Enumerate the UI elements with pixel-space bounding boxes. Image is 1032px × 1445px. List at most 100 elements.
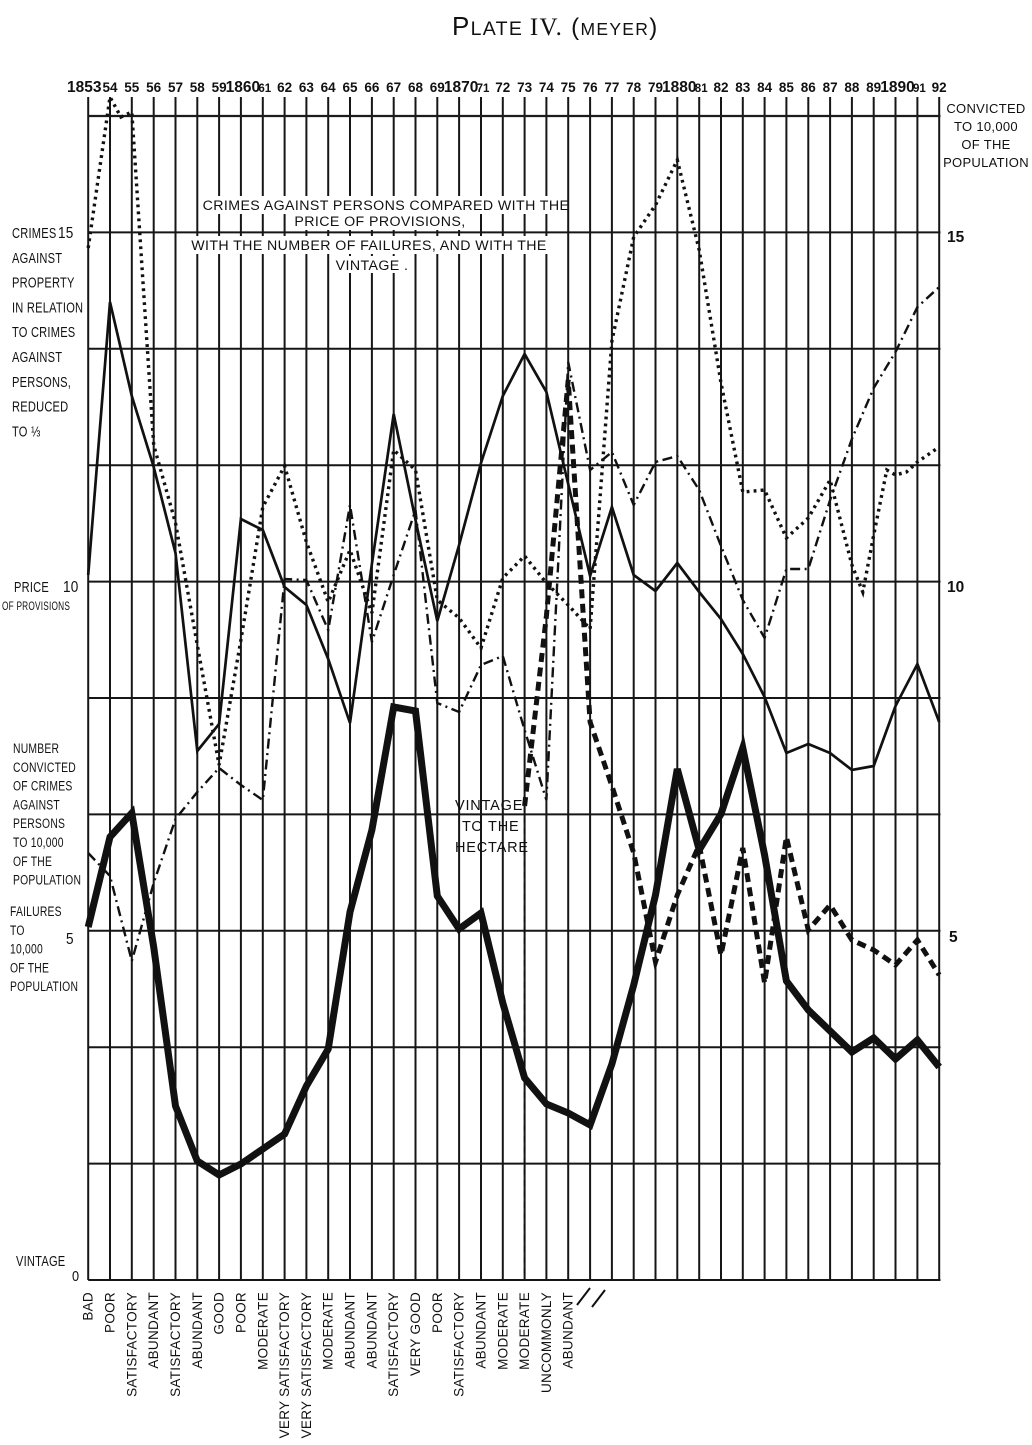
svg-text:64: 64 [321, 80, 337, 95]
svg-text:1890: 1890 [880, 79, 914, 96]
svg-text:PLATE IV. (MEYER): PLATE IV. (MEYER) [452, 11, 659, 41]
svg-text:PROPERTY: PROPERTY [12, 274, 75, 291]
svg-text:CRIMES AGAINST PERSONS COMPARE: CRIMES AGAINST PERSONS COMPARED WITH THE [203, 198, 570, 214]
svg-text:1853: 1853 [67, 79, 102, 96]
svg-text:MODERATE: MODERATE [495, 1292, 510, 1370]
svg-text:MODERATE: MODERATE [321, 1292, 336, 1370]
svg-text:PERSONS: PERSONS [13, 816, 65, 832]
svg-text:81: 81 [695, 83, 708, 95]
svg-text:OF THE: OF THE [10, 960, 49, 976]
svg-text:79: 79 [648, 80, 663, 95]
svg-text:0: 0 [72, 1267, 79, 1284]
svg-text:63: 63 [299, 80, 315, 95]
svg-text:AGAINST: AGAINST [12, 348, 62, 365]
svg-text:69: 69 [430, 80, 445, 95]
svg-text:61: 61 [258, 83, 271, 95]
svg-text:PRICE OF PROVISIONS,: PRICE OF PROVISIONS, [294, 214, 465, 230]
svg-text:73: 73 [517, 80, 533, 95]
svg-text:1880: 1880 [662, 79, 696, 96]
svg-text:OF CRIMES: OF CRIMES [13, 778, 72, 794]
svg-text:NUMBER: NUMBER [13, 740, 59, 756]
svg-text:POPULATION: POPULATION [13, 872, 81, 888]
svg-text:82: 82 [713, 80, 728, 95]
svg-text:POOR: POOR [103, 1292, 118, 1333]
svg-text:TO: TO [10, 922, 25, 938]
svg-text:TO 10,000: TO 10,000 [13, 834, 64, 850]
svg-text:67: 67 [386, 80, 401, 95]
svg-text:UNCOMMONLY: UNCOMMONLY [539, 1292, 554, 1393]
svg-text:71: 71 [477, 83, 490, 95]
svg-text:VINTAGE: VINTAGE [455, 798, 523, 814]
svg-text:1870: 1870 [444, 79, 478, 96]
svg-text:BAD: BAD [81, 1292, 96, 1321]
svg-text:89: 89 [866, 80, 881, 95]
svg-text:5: 5 [949, 929, 958, 946]
svg-text:MODERATE: MODERATE [517, 1292, 532, 1370]
svg-text:OF THE: OF THE [961, 137, 1010, 152]
svg-text:VERY SATISFACTORY: VERY SATISFACTORY [299, 1292, 314, 1438]
svg-text:AGAINST: AGAINST [13, 797, 60, 813]
svg-text:66: 66 [364, 80, 380, 95]
svg-text:ABUNDANT: ABUNDANT [343, 1292, 358, 1369]
svg-text:ABUNDANT: ABUNDANT [474, 1292, 489, 1369]
svg-text:SATISFACTORY: SATISFACTORY [386, 1292, 401, 1397]
svg-text:OF THE: OF THE [13, 853, 52, 869]
svg-text:SATISFACTORY: SATISFACTORY [168, 1292, 183, 1397]
svg-text:CONVICTED: CONVICTED [13, 759, 76, 775]
svg-text:TO 10,000: TO 10,000 [954, 119, 1018, 134]
svg-text:WITH THE NUMBER OF FAILURES, A: WITH THE NUMBER OF FAILURES, AND WITH TH… [191, 238, 547, 254]
svg-text:POPULATION: POPULATION [943, 155, 1029, 170]
svg-text:POOR: POOR [430, 1292, 445, 1333]
svg-text:PERSONS,: PERSONS, [12, 373, 71, 390]
svg-text:TO CRIMES: TO CRIMES [12, 324, 75, 341]
svg-text:TO ⅓: TO ⅓ [12, 423, 40, 440]
svg-text:62: 62 [277, 80, 292, 95]
svg-text:75: 75 [561, 80, 577, 95]
svg-text:VINTAGE .: VINTAGE . [336, 258, 409, 274]
svg-text:78: 78 [626, 80, 642, 95]
svg-text:65: 65 [342, 80, 358, 95]
svg-text:ABUNDANT: ABUNDANT [146, 1292, 161, 1369]
svg-text:AGAINST: AGAINST [12, 249, 62, 266]
svg-text:55: 55 [124, 80, 140, 95]
svg-text:54: 54 [102, 80, 118, 95]
svg-text:HECTARE: HECTARE [455, 840, 529, 856]
svg-text:VINTAGE: VINTAGE [16, 1252, 65, 1269]
svg-text:68: 68 [408, 80, 424, 95]
svg-text:83: 83 [735, 80, 751, 95]
svg-text:58: 58 [190, 80, 206, 95]
svg-text:VERY SATISFACTORY: VERY SATISFACTORY [277, 1292, 292, 1438]
svg-text:76: 76 [583, 80, 599, 95]
svg-text:74: 74 [539, 80, 555, 95]
svg-text:ABUNDANT: ABUNDANT [364, 1292, 379, 1369]
svg-text:MODERATE: MODERATE [255, 1292, 270, 1370]
svg-text:POOR: POOR [233, 1292, 248, 1333]
svg-text:1860: 1860 [226, 79, 260, 96]
svg-text:72: 72 [495, 80, 510, 95]
svg-text:POPULATION: POPULATION [10, 979, 78, 995]
svg-text:5: 5 [66, 931, 74, 948]
svg-text:88: 88 [844, 80, 860, 95]
svg-text:10: 10 [63, 579, 79, 596]
svg-text:CRIMES: CRIMES [12, 224, 56, 241]
svg-text:GOOD: GOOD [212, 1292, 227, 1334]
svg-text:56: 56 [146, 80, 162, 95]
svg-text:IN RELATION: IN RELATION [12, 299, 83, 316]
svg-text:86: 86 [801, 80, 817, 95]
svg-text:ABUNDANT: ABUNDANT [190, 1292, 205, 1369]
svg-text:TO THE: TO THE [462, 819, 519, 835]
svg-text:84: 84 [757, 80, 773, 95]
svg-text:PRICE: PRICE [14, 578, 49, 595]
svg-text:ABUNDANT: ABUNDANT [561, 1292, 576, 1369]
svg-text:CONVICTED: CONVICTED [946, 101, 1025, 116]
svg-text:87: 87 [823, 80, 838, 95]
svg-text:10: 10 [947, 579, 964, 596]
svg-text:15: 15 [947, 229, 965, 246]
svg-text:92: 92 [932, 80, 947, 95]
svg-text:59: 59 [212, 80, 227, 95]
svg-text:SATISFACTORY: SATISFACTORY [124, 1292, 139, 1397]
svg-text:57: 57 [168, 80, 183, 95]
svg-text:77: 77 [604, 80, 619, 95]
svg-text:10,000: 10,000 [10, 941, 43, 957]
svg-text:OF PROVISIONS: OF PROVISIONS [2, 601, 70, 614]
